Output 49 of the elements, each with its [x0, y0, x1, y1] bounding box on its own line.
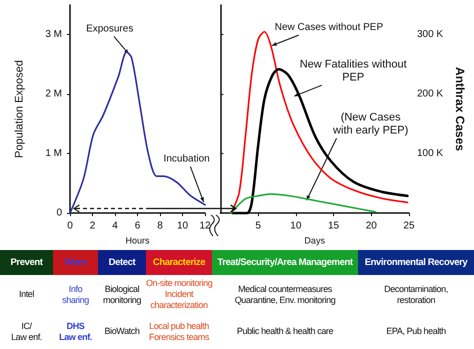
text: Decontamination, restoration: [384, 284, 448, 304]
annotation: New Fatalities without PEP: [300, 58, 407, 84]
x-tick-label: 25: [403, 220, 415, 232]
category-label: Prevent: [0, 250, 53, 275]
category-label: Environmental Recovery: [358, 250, 474, 275]
y-tick-label: 2 M: [45, 88, 62, 100]
x-axis-title: Days: [304, 236, 326, 246]
text: EPA, Pub health: [386, 326, 446, 336]
annotation: New Cases without PEP: [274, 22, 384, 34]
line-series: [230, 30, 408, 214]
text: BioWatch: [104, 326, 140, 336]
text: DHS Law enf.: [59, 320, 92, 342]
y-axis-title: Population Exposed: [14, 60, 26, 158]
line-series: [230, 193, 376, 214]
y-tick-label: 100 K: [416, 148, 444, 160]
y-tick-label: 3 M: [45, 29, 62, 40]
x-tick-label: 5: [255, 220, 262, 232]
text: Public health & health care: [236, 326, 334, 336]
x-tick-label: 10: [290, 220, 302, 232]
x-tick-label: 8: [157, 220, 164, 232]
text: Intel: [18, 289, 34, 299]
category-label: Warn: [53, 250, 98, 275]
annotation: Incubation: [164, 154, 210, 165]
x-tick-label: 0: [67, 220, 74, 232]
x-tick-label: 20: [366, 220, 378, 232]
text: On-site monitoring Incident characterization: [146, 278, 212, 310]
category-label: Treat/Security/Area Management: [212, 250, 358, 275]
text: Medical countermeasures Quarantine, Env. monitoring: [234, 284, 336, 304]
x-tick-label: 10: [176, 220, 188, 232]
y-tick-label: 200 K: [416, 88, 444, 100]
y-tick-label: 300 K: [416, 29, 444, 40]
x-tick-label: 2: [90, 220, 96, 232]
text: IC/ Law enf.: [11, 320, 42, 342]
y-tick-label: 1 M: [45, 148, 62, 160]
x-tick-label: 4: [112, 220, 118, 232]
annotation: (New Cases with early PEP): [332, 112, 408, 137]
category-label: Detect: [98, 250, 146, 275]
category-label: Characterize: [146, 250, 212, 275]
line-series: [231, 68, 409, 214]
text: Biological monitoring: [102, 284, 142, 304]
x-tick-label: 6: [134, 220, 141, 232]
text: Info sharing: [62, 284, 89, 304]
x-tick-label: 12: [199, 220, 211, 232]
y-tick-label: 0: [56, 208, 62, 219]
annotation: Exposures: [86, 23, 134, 34]
y-axis-title: Anthrax Cases: [453, 67, 467, 152]
x-tick-label: 15: [328, 220, 340, 232]
text: Local pub health Forensics teams: [148, 320, 210, 342]
x-axis-title: Hours: [125, 236, 150, 246]
